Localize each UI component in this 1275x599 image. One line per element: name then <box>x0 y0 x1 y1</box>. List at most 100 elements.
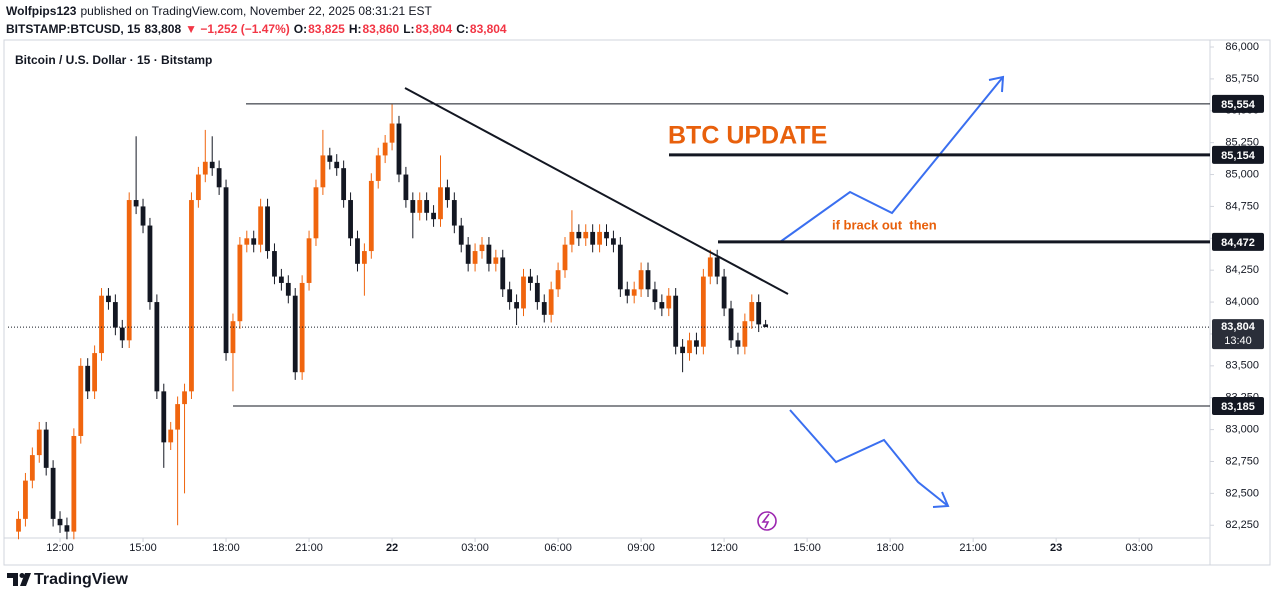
candle-body <box>396 123 402 175</box>
candle-body <box>479 244 485 252</box>
candle-body <box>306 238 312 283</box>
candle-body <box>465 244 471 264</box>
plot <box>16 104 769 540</box>
candle-body <box>403 174 409 201</box>
candle-body <box>493 257 499 264</box>
current-price-label: 83,804 <box>1221 321 1256 333</box>
price-tag-label: 85,554 <box>1221 99 1256 111</box>
candle-body <box>106 295 111 303</box>
author[interactable]: Wolfpips123 <box>6 4 77 18</box>
candle-body <box>348 200 353 239</box>
candle-body <box>611 238 616 245</box>
candle-body <box>175 404 181 430</box>
trend-line <box>404 87 789 295</box>
candle-body <box>112 302 118 328</box>
candle-body <box>673 295 679 347</box>
candle-body <box>597 231 602 245</box>
candle-body <box>43 429 49 468</box>
candle-body <box>624 289 630 296</box>
candle-body <box>251 238 257 245</box>
y-tick-label: 84,750 <box>1225 200 1259 212</box>
candle-body <box>431 212 436 220</box>
candle-body <box>209 161 215 169</box>
candle-body <box>749 302 755 322</box>
candle-body <box>528 276 533 283</box>
candle-body <box>258 206 264 245</box>
candle-body <box>64 525 70 532</box>
brand-logo[interactable]: TradingView <box>7 571 129 588</box>
candle-body <box>472 251 478 264</box>
candle-body <box>707 257 713 277</box>
candle-body <box>23 480 28 519</box>
x-tick-label: 22 <box>386 542 398 554</box>
candle-body <box>756 302 762 325</box>
candle-body <box>375 155 381 181</box>
candle-body <box>763 324 769 328</box>
candle-body <box>652 289 658 303</box>
candle-body <box>521 276 526 309</box>
x-tick-label: 09:00 <box>627 542 655 554</box>
price-tag-label: 83,185 <box>1221 401 1255 413</box>
ohlc-value: 83,825 <box>308 22 345 36</box>
y-tick-label: 86,000 <box>1225 41 1259 53</box>
price-tag <box>1212 232 1264 251</box>
published-info: published on TradingView.com, November 2… <box>80 4 432 18</box>
y-tick-label: 85,250 <box>1225 137 1259 149</box>
x-tick-label: 21:00 <box>959 542 987 554</box>
price-tag <box>1212 94 1264 113</box>
candle-body <box>313 187 319 239</box>
ohlc-value: 83,804 <box>416 22 453 36</box>
arrow-head <box>932 491 950 508</box>
ohlc-key: C: <box>456 22 469 36</box>
candle-body <box>666 295 672 309</box>
price-tag <box>1212 397 1264 416</box>
candle-body <box>299 282 305 373</box>
candle-body <box>541 302 547 315</box>
candle-body <box>569 231 575 245</box>
candle-body <box>195 174 201 201</box>
candle-body <box>438 187 443 220</box>
candle-body <box>334 161 340 169</box>
candle-body <box>36 429 42 456</box>
candle-body <box>700 276 706 347</box>
candle-body <box>735 340 741 347</box>
countdown-label: 13:40 <box>1224 335 1252 347</box>
candle-body <box>590 231 596 245</box>
brand[interactable]: TradingView <box>34 571 129 588</box>
candle-body <box>355 238 360 264</box>
x-tick-label: 12:00 <box>46 542 74 554</box>
candle-body <box>29 455 35 481</box>
candle-body <box>202 161 208 175</box>
alert-icon[interactable] <box>757 511 777 531</box>
ohlc-value: 83,804 <box>470 22 507 36</box>
candle-body <box>389 123 395 143</box>
candle-body <box>410 200 416 213</box>
candle-body <box>182 391 187 405</box>
x-tick-label: 23 <box>1050 542 1062 554</box>
x-tick-label: 12:00 <box>710 542 738 554</box>
candle-body <box>728 308 734 341</box>
y-tick-label: 84,000 <box>1225 296 1259 308</box>
candle-body <box>223 187 229 354</box>
candle-body <box>71 435 77 532</box>
y-tick-label: 82,750 <box>1225 455 1259 467</box>
candle-body <box>417 200 423 213</box>
candle-body <box>714 257 720 277</box>
candle-body <box>16 518 21 532</box>
candle-body <box>694 340 699 347</box>
candle-body <box>548 289 554 315</box>
candle-body <box>140 206 146 226</box>
price-tag-label: 85,154 <box>1221 150 1256 162</box>
price-tag-label: 84,472 <box>1221 237 1255 249</box>
candle-body <box>687 340 692 354</box>
candle-body <box>631 289 637 296</box>
candle-body <box>189 200 194 392</box>
candle-body <box>320 155 326 188</box>
y-tick-label: 84,250 <box>1225 264 1259 276</box>
breakdown-arrow <box>789 409 949 507</box>
candle-body <box>147 225 153 303</box>
arrow-head <box>988 75 1005 93</box>
candle-body <box>721 276 727 309</box>
ohlc-key: L: <box>403 22 414 36</box>
